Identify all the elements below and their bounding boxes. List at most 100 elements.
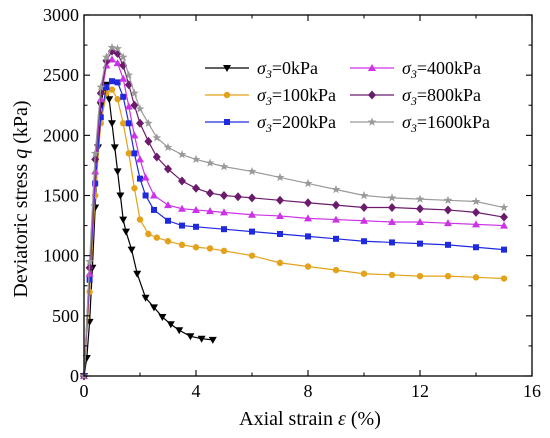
data-point (108, 86, 116, 93)
data-point (150, 191, 158, 199)
data-point (137, 175, 143, 182)
legend-marker (368, 64, 376, 71)
data-point (164, 201, 172, 209)
data-point (191, 154, 201, 164)
data-point (500, 275, 508, 282)
data-point (276, 211, 284, 219)
data-point (133, 270, 142, 278)
data-point (153, 234, 160, 241)
data-point (331, 184, 341, 194)
y-tick-label: 1000 (43, 246, 79, 266)
y-axis-label: Deviatoric stress q (kPa) (10, 100, 32, 297)
data-point (332, 266, 340, 274)
data-point (119, 216, 128, 224)
data-point (141, 173, 150, 181)
data-point (473, 244, 479, 251)
legend-entry-0: σ3=0kPa (205, 58, 318, 81)
series-0 (80, 81, 217, 380)
data-point (145, 230, 152, 238)
x-axis-label: Axial strain ε (%) (239, 408, 381, 430)
legend-label: σ3=1600kPa (402, 112, 490, 135)
data-point (110, 144, 119, 152)
data-point (501, 246, 507, 253)
data-point (472, 207, 480, 217)
data-point (303, 178, 313, 188)
data-point (416, 272, 424, 280)
data-point (277, 231, 283, 238)
data-point (166, 321, 175, 329)
data-point (125, 120, 132, 127)
tick-labels: 0 4 8 12 16 0 500 1000 1500 2000 2500 3000 (43, 5, 541, 401)
legend-marker (223, 65, 231, 72)
data-point (220, 247, 228, 255)
data-point (178, 241, 186, 249)
legend-marker (224, 119, 230, 125)
data-point (304, 263, 312, 270)
data-point (206, 245, 214, 252)
data-point (444, 219, 452, 227)
data-point (175, 327, 184, 335)
data-point (130, 88, 139, 97)
data-point (131, 150, 138, 157)
data-point (116, 192, 125, 200)
data-point (107, 42, 117, 52)
data-point (304, 214, 312, 222)
data-point (361, 238, 367, 245)
data-point (219, 162, 229, 171)
data-point (388, 271, 396, 279)
data-point (177, 149, 187, 159)
data-point (360, 270, 368, 277)
data-point (332, 215, 340, 223)
data-point (151, 206, 157, 213)
data-point (220, 208, 228, 216)
data-point (499, 202, 509, 212)
data-point (118, 52, 128, 61)
x-tick-label: 4 (192, 381, 201, 401)
legend-entry-5: σ3=1600kPa (350, 112, 490, 135)
legend-label: σ3=200kPa (257, 112, 336, 135)
data-point (360, 203, 368, 213)
data-point (165, 217, 171, 224)
data-point (97, 114, 104, 121)
data-point (179, 222, 185, 229)
data-point (150, 304, 158, 312)
data-point (163, 142, 173, 152)
data-point (141, 294, 150, 302)
data-point (388, 217, 396, 225)
data-point (113, 168, 122, 176)
data-point (221, 226, 227, 233)
data-point (387, 193, 397, 202)
data-point (114, 79, 121, 86)
data-point (135, 104, 145, 113)
data-point (500, 212, 508, 222)
data-point (164, 238, 172, 245)
data-point (359, 190, 369, 200)
plot-area (79, 42, 509, 381)
data-point (120, 93, 127, 100)
data-point (144, 118, 153, 128)
data-point (103, 84, 110, 91)
x-tick-label: 16 (523, 381, 541, 401)
legend-label: σ3=100kPa (257, 85, 336, 108)
y-tick-label: 3000 (43, 5, 79, 25)
data-point (416, 217, 424, 225)
data-point (178, 176, 186, 186)
data-point (131, 185, 138, 192)
series-line-0 (83, 83, 213, 377)
y-tick-label: 2500 (43, 65, 79, 85)
legend: σ3=0kPa σ3=100kPa σ3=200kPa σ3=400kPa σ3=800… (205, 58, 490, 135)
data-point (471, 196, 481, 206)
data-point (332, 200, 340, 210)
data-point (193, 223, 199, 230)
data-point (164, 164, 172, 174)
series-5 (79, 42, 509, 380)
data-point (276, 259, 284, 267)
data-point (275, 172, 285, 182)
data-point (108, 120, 116, 128)
data-point (144, 136, 153, 146)
series-line-3 (83, 58, 505, 377)
data-point (248, 252, 256, 259)
data-point (333, 235, 339, 242)
data-point (105, 96, 114, 104)
data-point (234, 192, 242, 202)
